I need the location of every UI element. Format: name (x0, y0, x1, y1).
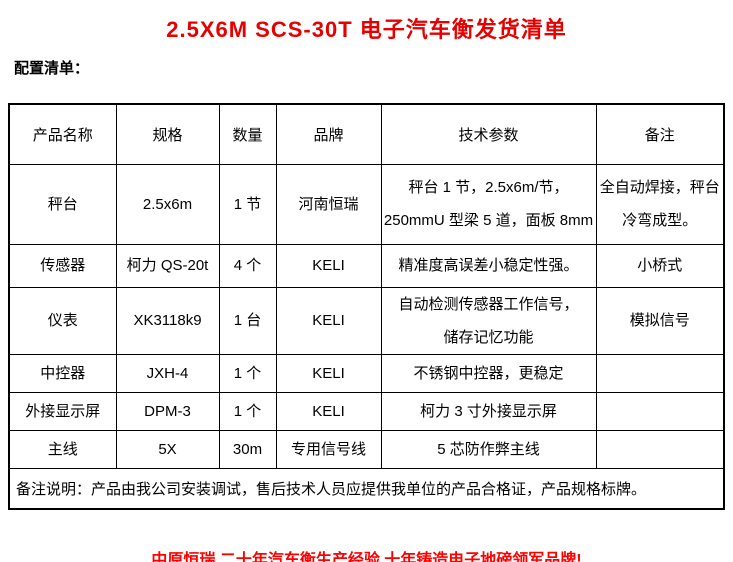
cell-qty: 4 个 (218, 243, 277, 288)
cell-brand: KELI (275, 286, 382, 355)
cell-product-name: 秤台 (8, 163, 117, 245)
cell-product-name: 中控器 (8, 353, 117, 393)
brand-slogan: 中原恒瑞 二十年汽车衡生产经验 十年铸造电子地磅领军品牌! (151, 552, 582, 562)
cell-spec: 5X (115, 429, 220, 469)
cell-brand: 专用信号线 (275, 429, 382, 469)
table-row-platform: 秤台 2.5x6m 1 节 河南恒瑞 秤台 1 节，2.5x6m/节， 250m… (8, 163, 725, 245)
cell-params: 秤台 1 节，2.5x6m/节， 250mmU 型梁 5 道，面板 8mm (380, 163, 597, 245)
cell-product-name: 仪表 (8, 286, 117, 355)
table-row-sensor: 传感器 柯力 QS-20t 4 个 KELI 精准度高误差小稳定性强。 小桥式 (8, 243, 725, 288)
document-title: 2.5X6M SCS-30T 电子汽车衡发货清单 (166, 17, 567, 42)
cell-spec: 2.5x6m (115, 163, 220, 245)
cell-note: 模拟信号 (595, 286, 725, 355)
cell-note (595, 353, 725, 393)
cell-brand: KELI (275, 353, 382, 393)
cell-params: 自动检测传感器工作信号， 储存记忆功能 (380, 286, 597, 355)
column-header-note: 备注 (595, 103, 725, 165)
cell-product-name: 外接显示屏 (8, 391, 117, 431)
cell-spec: JXH-4 (115, 353, 220, 393)
cell-params: 不锈钢中控器，更稳定 (380, 353, 597, 393)
cell-note: 小桥式 (595, 243, 725, 288)
cell-spec: XK3118k9 (115, 286, 220, 355)
cell-params: 精准度高误差小稳定性强。 (380, 243, 597, 288)
table-row-external-display: 外接显示屏 DPM-3 1 个 KELI 柯力 3 寸外接显示屏 (8, 391, 725, 431)
cell-brand: KELI (275, 243, 382, 288)
cell-note (595, 391, 725, 431)
cell-product-name: 传感器 (8, 243, 117, 288)
cell-note (595, 429, 725, 469)
table-header-row: 产品名称 规格 数量 品牌 技术参数 备注 (8, 103, 725, 165)
cell-qty: 1 节 (218, 163, 277, 245)
table-row-main-cable: 主线 5X 30m 专用信号线 5 芯防作弊主线 (8, 429, 725, 469)
cell-qty: 1 台 (218, 286, 277, 355)
column-header-product-name: 产品名称 (8, 103, 117, 165)
table-row-indicator: 仪表 XK3118k9 1 台 KELI 自动检测传感器工作信号， 储存记忆功能… (8, 286, 725, 355)
cell-brand: KELI (275, 391, 382, 431)
config-list-label: 配置清单： (14, 60, 90, 77)
cell-product-name: 主线 (8, 429, 117, 469)
table-footer-note: 备注说明：产品由我公司安装调试，售后技术人员应提供我单位的产品合格证，产品规格标… (8, 467, 725, 510)
table-row-controller: 中控器 JXH-4 1 个 KELI 不锈钢中控器，更稳定 (8, 353, 725, 393)
column-header-brand: 品牌 (275, 103, 382, 165)
cell-params: 柯力 3 寸外接显示屏 (380, 391, 597, 431)
column-header-tech-params: 技术参数 (380, 103, 597, 165)
cell-spec: 柯力 QS-20t (115, 243, 220, 288)
cell-qty: 30m (218, 429, 277, 469)
cell-qty: 1 个 (218, 391, 277, 431)
column-header-spec: 规格 (115, 103, 220, 165)
cell-qty: 1 个 (218, 353, 277, 393)
cell-params: 5 芯防作弊主线 (380, 429, 597, 469)
spec-table: 产品名称 规格 数量 品牌 技术参数 备注 秤台 2.5x6m 1 节 河南恒瑞… (8, 103, 725, 510)
cell-note: 全自动焊接，秤台冷弯成型。 (595, 163, 725, 245)
cell-spec: DPM-3 (115, 391, 220, 431)
table-footer-row: 备注说明：产品由我公司安装调试，售后技术人员应提供我单位的产品合格证，产品规格标… (8, 467, 725, 510)
cell-brand: 河南恒瑞 (275, 163, 382, 245)
column-header-qty: 数量 (218, 103, 277, 165)
